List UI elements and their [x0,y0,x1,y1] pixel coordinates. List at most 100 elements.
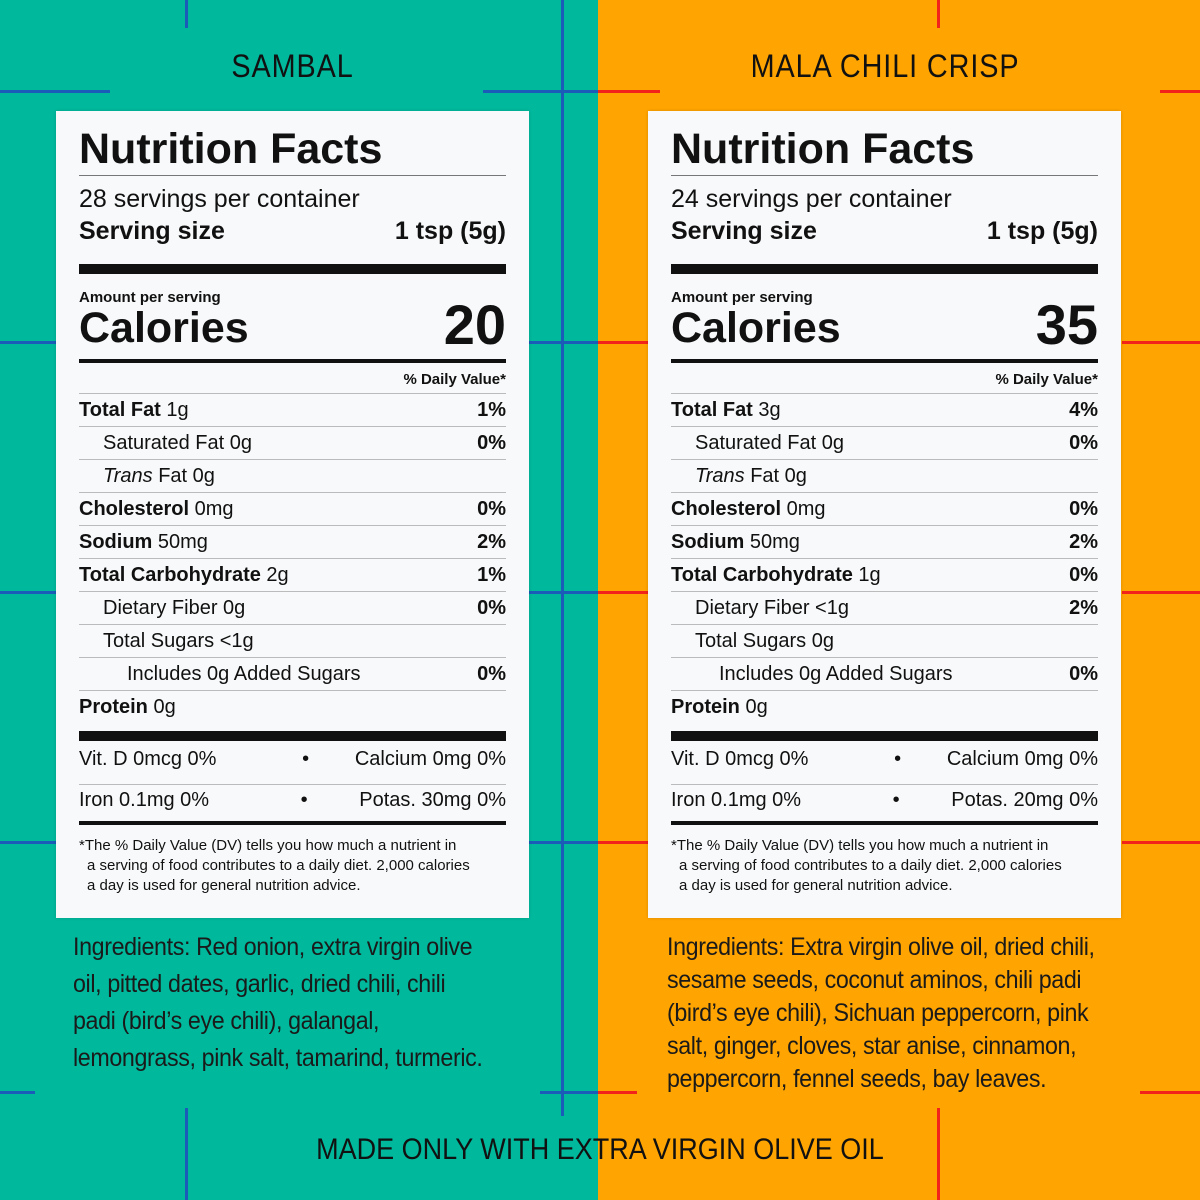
nutrient-amount: Dietary Fiber 0g [103,596,246,619]
nutrient-name: Protein 0g [671,696,768,719]
serving-size-label: Serving size [79,217,225,245]
grid-line [1122,341,1200,344]
grid-line [483,90,598,93]
daily-value-percent: 0% [1069,431,1098,454]
serving-size-row: Serving size 1 tsp (5g) [79,217,506,246]
bullet: • [894,748,902,770]
nutrient-name: Cholesterol 0mg [671,498,826,521]
grid-line [185,1108,188,1200]
daily-value-header: % Daily Value* [403,371,506,388]
nutrient-name: Total Sugars 0g [671,630,834,653]
grid-line [185,0,188,28]
nutrient-name: Dietary Fiber <1g [671,597,849,620]
nutrient-label: Protein [671,695,740,718]
vitamin-item: Calcium 0mg 0% [946,748,1098,770]
vitamin-item: Vit. D 0mcg 0% [671,748,809,770]
nutrient-amount: Fat 0g [152,464,215,487]
nutrient-row: Saturated Fat 0g 0% [79,426,506,459]
label-title: Nutrition Facts [671,125,975,173]
grid-line [598,591,648,594]
divider [671,731,1098,741]
nutrient-name: Trans Fat 0g [671,465,807,488]
nutrient-row: Total Carbohydrate 2g 1% [79,558,506,591]
nutrient-row: Total Sugars 0g [671,624,1098,657]
nutrient-amount: Fat 0g [744,464,807,487]
grid-line [598,90,660,93]
divider [79,821,506,825]
divider [671,264,1098,274]
daily-value-percent: 1% [477,398,506,421]
nutrient-amount: 0g [147,695,176,718]
grid-line [1122,841,1200,844]
serving-size-value: 1 tsp (5g) [394,217,506,245]
nutrient-row: Includes 0g Added Sugars 0% [671,657,1098,690]
calories-label: Calories [79,304,249,352]
vitamin-item: Iron 0.1mg 0% [79,789,210,811]
nutrient-row: Includes 0g Added Sugars 0% [79,657,506,690]
vitamin-row: Iron 0.1mg 0% • Potas. 20mg 0% [671,784,1098,812]
nutrient-row: Protein 0g [79,690,506,723]
nutrient-name: Dietary Fiber 0g [79,597,245,620]
nutrient-label: Total Carbohydrate [671,563,853,586]
nutrition-label: Nutrition Facts 28 servings per containe… [56,111,529,918]
nutrient-row: Dietary Fiber 0g 0% [79,591,506,624]
nutrient-amount: 1g [852,563,881,586]
daily-value-percent: 2% [477,530,506,553]
nutrient-row: Trans Fat 0g [671,459,1098,492]
nutrient-name: Sodium 50mg [79,531,208,554]
nutrient-name: Total Carbohydrate 1g [671,564,881,587]
footnote-line: a day is used for general nutrition advi… [87,877,361,894]
amount-per-serving: Amount per serving [79,289,221,306]
ingredients-line: Ingredients: Red onion, extra virgin oli… [73,933,473,961]
daily-value-percent: 2% [1069,530,1098,553]
nutrient-label-italic: Trans [103,464,153,487]
nutrient-name: Cholesterol 0mg [79,498,234,521]
footnote-line: a serving of food contributes to a daily… [679,857,1062,874]
nutrient-name: Sodium 50mg [671,531,800,554]
nutrient-label: Total Carbohydrate [79,563,261,586]
nutrient-name: Total Sugars <1g [79,630,254,653]
nutrient-row: Sodium 50mg 2% [79,525,506,558]
nutrient-amount: Saturated Fat 0g [103,431,252,454]
grid-line [528,341,598,344]
nutrient-name: Protein 0g [79,696,176,719]
daily-value-percent: 4% [1069,398,1098,421]
divider [79,359,506,363]
vitamin-row: Vit. D 0mcg 0% • Calcium 0mg 0% [671,748,1098,771]
nutrient-label: Protein [79,695,148,718]
serving-size-value: 1 tsp (5g) [986,217,1098,245]
ingredients-line: oil, pitted dates, garlic, dried chili, … [73,970,446,998]
grid-line [528,841,598,844]
bullet: • [892,789,900,811]
daily-value-percent: 2% [1069,596,1098,619]
nutrient-name: Total Fat 3g [671,399,781,422]
nutrient-amount: 1g [160,398,189,421]
amount-per-serving: Amount per serving [671,289,813,306]
vitamin-item: Vit. D 0mcg 0% [79,748,217,770]
serving-size-label: Serving size [671,217,817,245]
serving-size-row: Serving size 1 tsp (5g) [671,217,1098,246]
nutrient-label-italic: Trans [695,464,745,487]
nutrient-amount: 50mg [744,530,800,553]
grid-line [1140,1091,1200,1094]
bullet: • [302,748,310,770]
footnote-line: a serving of food contributes to a daily… [87,857,470,874]
nutrient-amount: 0g [739,695,768,718]
grid-line [598,841,648,844]
ingredients-line: sesame seeds, coconut aminos, chili padi [667,966,1082,994]
nutrient-row: Trans Fat 0g [79,459,506,492]
label-title: Nutrition Facts [79,125,383,173]
nutrient-label: Sodium [79,530,153,553]
nutrient-row: Sodium 50mg 2% [671,525,1098,558]
product-name: SAMBAL [231,48,354,84]
ingredients-line: peppercorn, fennel seeds, bay leaves. [667,1065,1047,1093]
ingredients-line: lemongrass, pink salt, tamarind, turmeri… [73,1044,483,1072]
nutrient-amount: Dietary Fiber <1g [695,596,849,619]
grid-line [1122,591,1200,594]
nutrient-row: Total Fat 1g 1% [79,393,506,426]
product-name: MALA CHILI CRISP [750,48,1020,84]
divider [79,264,506,274]
grid-line [0,90,110,93]
daily-value-header: % Daily Value* [995,371,1098,388]
grid-line [0,1091,35,1094]
